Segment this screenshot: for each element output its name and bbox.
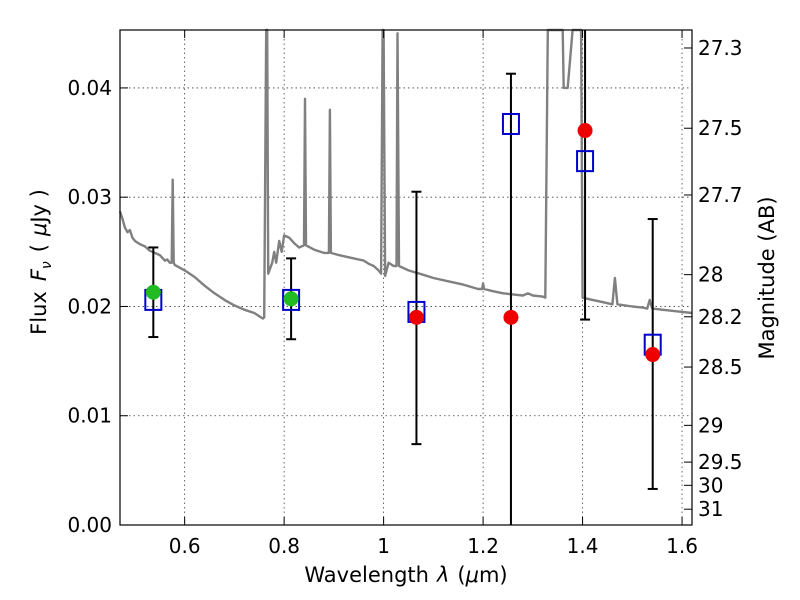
y-tick-label: 0.02 (67, 294, 112, 318)
x-tick-label: 1.2 (467, 534, 499, 558)
limit-point (408, 309, 424, 325)
mag-tick-label: 27.3 (698, 36, 743, 60)
y-tick-label: 0.04 (67, 76, 112, 100)
mag-tick-label: 30 (698, 473, 723, 497)
y-axis-label: FluxFν(μJy ) (27, 189, 55, 335)
y-tick-label: 0.01 (67, 404, 112, 428)
template-spectrum-layer (118, 28, 693, 320)
template-spectrum-line (118, 28, 693, 320)
x-tick-label: 0.8 (268, 534, 300, 558)
mag-tick-label: 29 (698, 413, 723, 437)
mag-tick-label: 28.2 (698, 305, 743, 329)
mag-tick-label: 31 (698, 497, 723, 521)
model-square (501, 112, 520, 135)
detection-point (145, 284, 161, 300)
x-tick-label: 1.6 (666, 534, 698, 558)
limit-point (645, 347, 661, 363)
y2-axis-label: Magnitude (AB) (755, 196, 779, 359)
limit-point (503, 309, 519, 325)
model-square (576, 150, 595, 173)
detection-point (283, 291, 299, 307)
mag-tick-label: 27.5 (698, 116, 743, 140)
mag-tick-label: 28 (698, 263, 723, 287)
y-tick-label: 0.03 (67, 185, 112, 209)
marker-layer (144, 112, 662, 363)
mag-tick-label: 28.5 (698, 355, 743, 379)
plot-frame (119, 29, 693, 526)
x-tick-label: 1 (377, 534, 390, 558)
limit-point (577, 123, 593, 139)
x-axis-label: Wavelength λ (μm) (304, 563, 507, 587)
mag-tick-label: 29.5 (698, 450, 743, 474)
y-tick-label: 0.00 (67, 513, 112, 537)
tick-layer: 0.6 0.8 1 1.2 1.4 1.6 0.00 0.01 0.02 0.03 0.04 27.3… (67, 30, 743, 558)
mag-tick-label: 27.7 (698, 183, 743, 207)
x-tick-label: 1.4 (567, 534, 599, 558)
grid-layer (120, 30, 692, 526)
x-tick-label: 0.6 (169, 534, 201, 558)
model-square (282, 288, 301, 311)
